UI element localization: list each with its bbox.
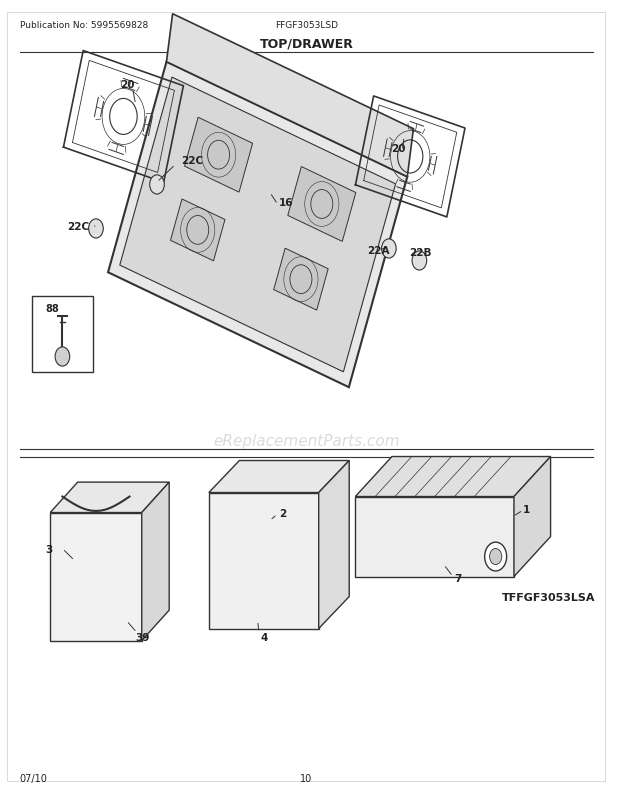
Polygon shape [167,14,414,177]
Polygon shape [514,457,551,577]
Text: 22A: 22A [368,245,390,256]
FancyBboxPatch shape [32,297,93,373]
Text: 1: 1 [523,504,530,514]
Text: 16: 16 [279,198,293,208]
Text: 3: 3 [45,544,53,554]
Circle shape [55,347,69,367]
Text: 20: 20 [391,144,405,154]
Polygon shape [288,168,356,242]
Polygon shape [108,63,407,387]
Polygon shape [50,513,142,641]
Text: 22B: 22B [409,248,432,258]
Text: 07/10: 07/10 [20,773,48,783]
Polygon shape [185,118,252,193]
Text: 7: 7 [454,573,461,583]
Polygon shape [170,200,225,261]
Circle shape [490,549,502,565]
Polygon shape [209,493,319,629]
Circle shape [412,252,427,271]
Text: TOP/DRAWER: TOP/DRAWER [260,38,353,51]
Text: 20: 20 [120,80,135,91]
Circle shape [381,240,396,259]
Polygon shape [355,457,551,497]
Polygon shape [142,483,169,641]
Text: FFGF3053LSD: FFGF3053LSD [275,22,338,30]
Text: 88: 88 [45,303,59,314]
Text: 39: 39 [136,632,150,642]
Circle shape [89,220,104,239]
Text: Publication No: 5995569828: Publication No: 5995569828 [20,22,148,30]
Polygon shape [209,461,349,493]
Text: 22C: 22C [68,222,89,232]
Text: 2: 2 [279,508,286,518]
Polygon shape [273,249,328,310]
Circle shape [485,542,507,571]
Text: 10: 10 [300,773,312,783]
Text: 4: 4 [261,632,268,642]
Polygon shape [50,483,169,513]
Text: TFFGF3053LSA: TFFGF3053LSA [502,592,595,602]
Text: eReplacementParts.com: eReplacementParts.com [213,433,400,448]
Polygon shape [319,461,349,629]
Text: 22C: 22C [182,156,203,166]
Circle shape [149,176,164,195]
Polygon shape [355,497,514,577]
Polygon shape [120,78,396,372]
